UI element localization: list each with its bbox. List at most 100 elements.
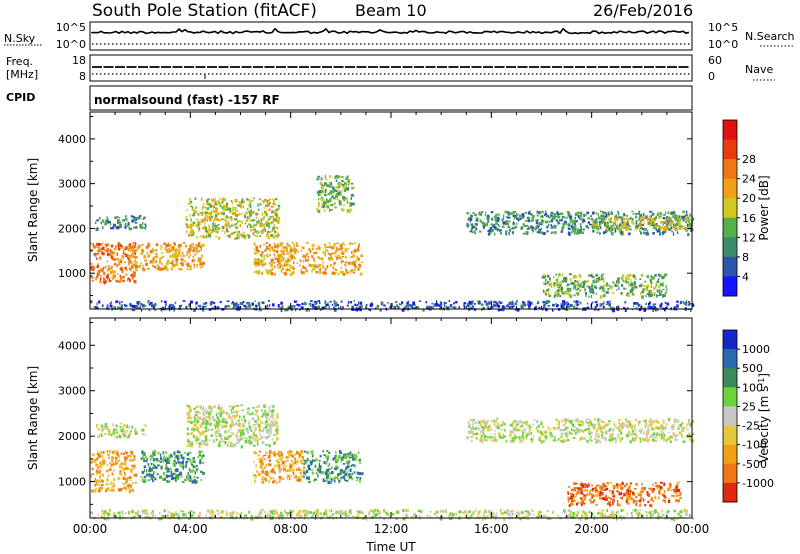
- echo-cell: [267, 428, 271, 432]
- echo-cell: [266, 213, 268, 216]
- echo-cell: [443, 303, 446, 307]
- echo-cell: [588, 285, 591, 290]
- echo-cell: [513, 419, 517, 422]
- echo-cell: [208, 439, 210, 442]
- echo-cell: [225, 208, 229, 211]
- echo-cell: [574, 432, 577, 435]
- echo-cell: [122, 430, 125, 433]
- echo-cell: [270, 234, 274, 238]
- echo-cell: [269, 463, 272, 467]
- echo-cell: [334, 175, 337, 179]
- echo-cell: [263, 258, 266, 260]
- echo-cell: [491, 228, 494, 232]
- echo-cell: [169, 249, 172, 252]
- echo-cell: [507, 223, 510, 227]
- echo-cell: [267, 435, 270, 438]
- echo-cell: [629, 440, 632, 444]
- echo-cell: [266, 248, 269, 250]
- echo-cell: [273, 265, 276, 269]
- echo-cell: [289, 269, 291, 273]
- echo-cell: [328, 185, 331, 188]
- echo-cell: [344, 247, 347, 250]
- echo-cell: [186, 444, 189, 448]
- echo-cell: [119, 274, 121, 278]
- echo-cell: [633, 439, 636, 442]
- echo-cell: [130, 265, 133, 268]
- echo-cell: [157, 267, 161, 271]
- echo-cell: [655, 308, 657, 312]
- echo-cell: [195, 411, 199, 413]
- echo-cell: [569, 288, 572, 291]
- echo-cell: [588, 432, 591, 435]
- echo-cell: [121, 255, 124, 258]
- echo-cell: [650, 275, 653, 279]
- echo-cell: [470, 427, 473, 431]
- echo-cell: [555, 273, 557, 276]
- echo-cell: [338, 202, 342, 206]
- echo-cell: [541, 440, 544, 443]
- echo-cell: [596, 303, 599, 307]
- echo-cell: [111, 270, 114, 273]
- echo-cell: [185, 475, 188, 478]
- echo-cell: [95, 221, 97, 224]
- echo-cell: [582, 422, 585, 426]
- echo-cell: [643, 431, 645, 435]
- echo-cell: [482, 222, 485, 227]
- echo-cell: [583, 213, 585, 218]
- echo-cell: [207, 421, 209, 424]
- echo-cell: [649, 220, 652, 223]
- echo-cell: [105, 244, 107, 248]
- echo-cell: [107, 268, 110, 272]
- echo-cell: [653, 232, 655, 234]
- echo-cell: [219, 301, 222, 303]
- echo-cell: [146, 457, 149, 460]
- echo-cell: [354, 457, 357, 461]
- echo-cell: [235, 237, 239, 239]
- echo-cell: [237, 306, 240, 310]
- echo-cell: [398, 303, 401, 305]
- echo-cell: [499, 229, 502, 231]
- echo-cell: [610, 232, 614, 236]
- echo-cell: [466, 436, 469, 440]
- echo-cell: [232, 212, 235, 216]
- echo-cell: [225, 411, 229, 416]
- echo-cell: [242, 425, 245, 428]
- echo-cell: [257, 208, 260, 211]
- echo-cell: [129, 479, 132, 482]
- echo-cell: [664, 301, 667, 304]
- echo-cell: [257, 249, 260, 253]
- echo-cell: [100, 433, 103, 437]
- echo-cell: [124, 434, 126, 438]
- echo-cell: [190, 218, 193, 222]
- echo-cell: [228, 416, 231, 419]
- echo-cell: [334, 304, 337, 308]
- echo-cell: [281, 268, 285, 270]
- echo-cell: [169, 243, 172, 247]
- echo-cell: [316, 208, 319, 211]
- echo-cell: [253, 261, 256, 264]
- echo-cell: [249, 413, 252, 416]
- echo-cell: [110, 265, 113, 269]
- echo-cell: [568, 212, 570, 215]
- echo-cell: [116, 216, 119, 219]
- echo-cell: [91, 453, 94, 457]
- echo-cell: [245, 428, 248, 430]
- echo-cell: [578, 439, 581, 441]
- echo-cell: [513, 420, 516, 423]
- echo-cell: [100, 268, 103, 272]
- echo-cell: [580, 211, 583, 216]
- echo-cell: [136, 301, 139, 305]
- echo-cell: [295, 479, 299, 482]
- echo-cell: [661, 276, 665, 280]
- echo-cell: [114, 428, 118, 431]
- echo-cell: [346, 198, 348, 202]
- echo-cell: [658, 421, 660, 425]
- echo-cell: [229, 209, 232, 214]
- echo-cell: [201, 432, 205, 435]
- echo-cell: [271, 268, 274, 271]
- echo-cell: [152, 304, 156, 306]
- echo-cell: [134, 429, 137, 433]
- echo-cell: [574, 429, 577, 433]
- echo-cell: [617, 215, 619, 219]
- echo-cell: [557, 288, 560, 292]
